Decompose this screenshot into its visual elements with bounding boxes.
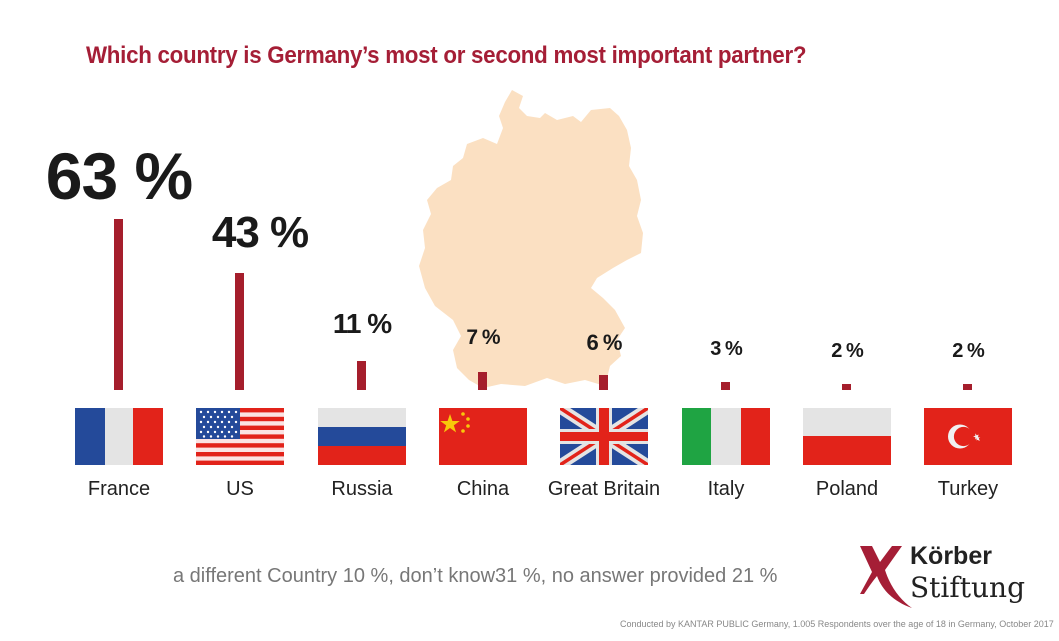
country-label: US (226, 478, 254, 500)
chart-title: Which country is Germany’s most or secon… (86, 42, 807, 69)
italy-flag-icon (682, 408, 770, 465)
bar (357, 361, 366, 390)
poland-flag-icon (803, 408, 891, 465)
value-label: 6 % (586, 330, 623, 355)
bar (599, 375, 608, 390)
country-label: Russia (331, 478, 393, 500)
value-label: 3 % (710, 338, 742, 360)
logo-text-line1: Körber (910, 542, 992, 570)
value-label: 43 % (211, 208, 309, 257)
value-label: 2 % (952, 340, 984, 362)
source-note: Conducted by KANTAR PUBLIC Germany, 1.00… (620, 619, 1054, 629)
china-flag-icon (439, 408, 527, 465)
country-label: China (456, 478, 510, 500)
germany-map-icon (419, 90, 643, 388)
koerber-x-logo-icon (860, 546, 912, 608)
country-label: France (87, 478, 151, 500)
country-label: Poland (815, 478, 879, 500)
france-flag-icon (75, 408, 163, 465)
country-label: Italy (707, 478, 745, 500)
bar (478, 372, 487, 390)
country-label: Great Britain (547, 478, 661, 500)
value-label: 63 % (45, 139, 193, 213)
bar (114, 219, 123, 390)
logo-text-line2: Stiftung (910, 571, 1025, 604)
value-label: 11 % (332, 308, 392, 339)
other-answers-footnote: a different Country 10 %, don’t know31 %… (173, 565, 778, 587)
bar (721, 382, 730, 390)
us-flag-icon (196, 408, 284, 465)
bar (235, 273, 244, 390)
russia-flag-icon (318, 408, 406, 465)
value-label: 2 % (831, 340, 863, 362)
country-label: Turkey (937, 478, 999, 500)
bar (842, 384, 851, 390)
koerber-stiftung-logo: Körber Stiftung (858, 540, 1058, 610)
value-label: 7 % (466, 326, 500, 349)
bar (963, 384, 972, 390)
uk-flag-icon (560, 408, 648, 465)
turkey-flag-icon (924, 408, 1012, 465)
